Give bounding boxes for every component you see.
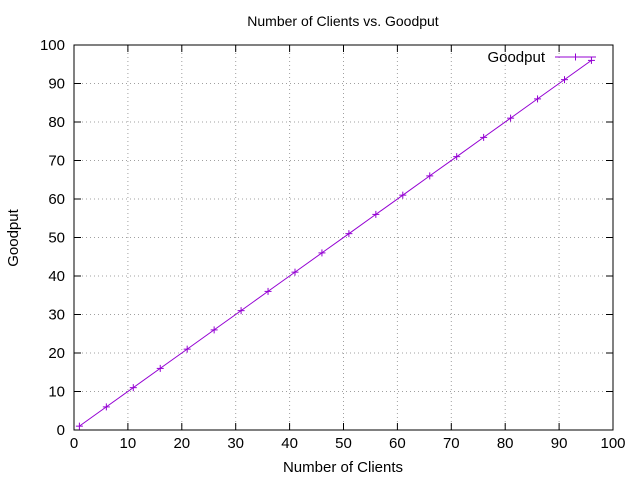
- series: [75, 56, 595, 430]
- series-line: [79, 59, 592, 427]
- legend-marker: [572, 53, 579, 61]
- x-tick-label: 10: [120, 435, 137, 452]
- x-tick-label: 20: [173, 435, 190, 452]
- data-point: [560, 76, 568, 84]
- data-point: [75, 422, 83, 430]
- y-tick-label: 80: [48, 114, 65, 131]
- data-point: [399, 191, 407, 199]
- data-point: [102, 403, 110, 411]
- x-tick-label: 70: [443, 435, 460, 452]
- y-tick-label: 0: [57, 422, 65, 439]
- data-point: [345, 230, 353, 238]
- data-point: [507, 114, 515, 122]
- data-point: [291, 268, 299, 276]
- data-point: [426, 172, 434, 180]
- legend-label: Goodput: [487, 49, 545, 66]
- x-tick-label: 100: [600, 435, 625, 452]
- data-point: [156, 364, 164, 372]
- data-point: [210, 326, 218, 334]
- y-tick-label: 30: [48, 307, 65, 324]
- y-tick-label: 90: [48, 76, 65, 93]
- data-point: [372, 210, 380, 218]
- x-tick-label: 60: [389, 435, 406, 452]
- data-point: [480, 133, 488, 141]
- x-axis-label: Number of Clients: [283, 459, 403, 476]
- x-tick-label: 40: [281, 435, 298, 452]
- data-point: [129, 384, 137, 392]
- axis-ticks: 0 10 20 30 40 50 60 70 80 90 100 0 10 20 30 40 50 60 70 80 9…: [40, 37, 626, 452]
- data-point: [183, 345, 191, 353]
- data-point: [534, 95, 542, 103]
- legend: Goodput: [487, 49, 596, 66]
- y-tick-label: 60: [48, 191, 65, 208]
- y-axis-label: Goodput: [5, 208, 22, 266]
- data-point: [587, 56, 595, 64]
- y-tick-label: 40: [48, 268, 65, 285]
- y-tick-label: 100: [40, 37, 65, 54]
- x-tick-label: 90: [551, 435, 568, 452]
- chart-title: Number of Clients vs. Goodput: [247, 13, 439, 29]
- x-tick-label: 30: [227, 435, 244, 452]
- y-tick-label: 70: [48, 153, 65, 170]
- data-point: [453, 153, 461, 161]
- data-point: [237, 307, 245, 315]
- data-point: [318, 249, 326, 257]
- x-tick-label: 50: [335, 435, 352, 452]
- x-tick-label: 0: [70, 435, 78, 452]
- y-tick-label: 50: [48, 230, 65, 247]
- data-point: [264, 287, 272, 295]
- x-tick-label: 80: [497, 435, 514, 452]
- y-tick-label: 20: [48, 345, 65, 362]
- y-tick-label: 10: [48, 384, 65, 401]
